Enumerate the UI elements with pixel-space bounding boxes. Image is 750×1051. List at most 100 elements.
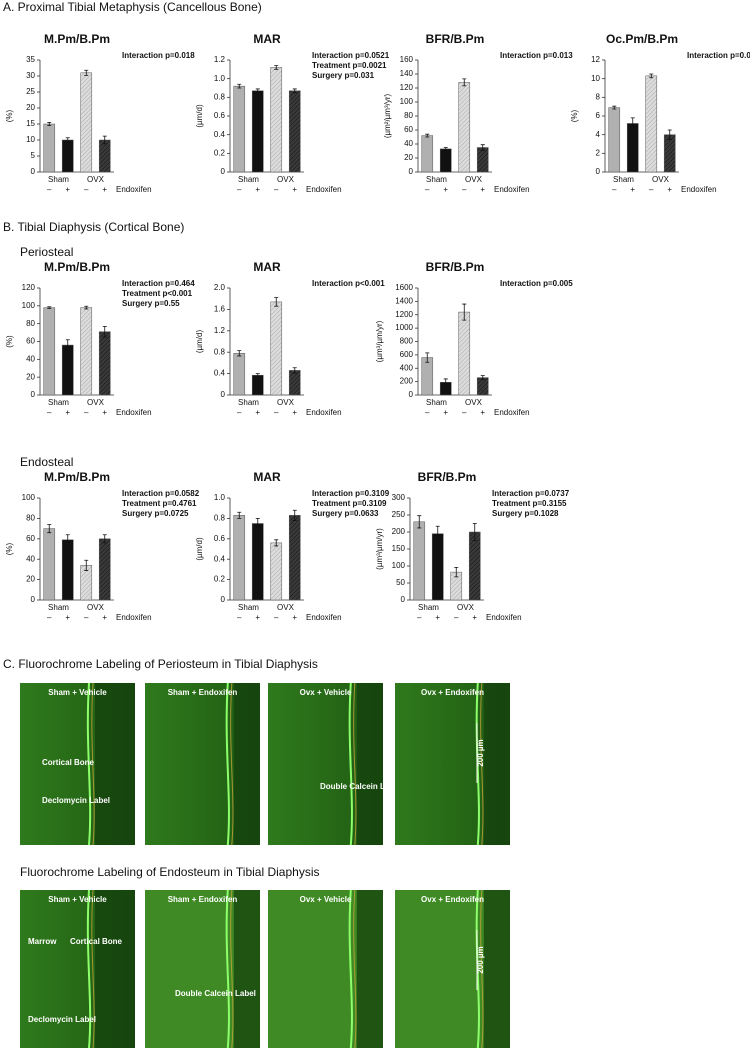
treatment-label: Endoxifen	[494, 185, 530, 194]
y-tick-label: 6	[596, 111, 601, 120]
group-label: Sham	[48, 398, 69, 407]
x-tick-label: –	[417, 613, 422, 622]
stat-annotation: Interaction p=0.018	[687, 51, 750, 60]
y-tick-label: 80	[26, 514, 35, 523]
chart-title: MAR	[253, 32, 281, 46]
y-tick-label: 10	[591, 74, 600, 83]
chart-title: Oc.Pm/B.Pm	[606, 32, 678, 46]
treatment-label: Endoxifen	[306, 185, 342, 194]
scale-label: 200 µm	[476, 739, 485, 766]
y-axis-label: (%)	[5, 109, 14, 122]
treatment-label: Endoxifen	[681, 185, 717, 194]
heading: C. Fluorochrome Labeling of Periosteum i…	[3, 657, 318, 671]
y-tick-label: 140	[400, 69, 414, 78]
y-tick-label: 400	[400, 363, 414, 372]
fluorescent-label	[230, 889, 234, 1049]
stat-annotation: Interaction p=0.0582	[122, 489, 200, 498]
error-bar	[84, 559, 89, 571]
micrograph-note: Cortical Bone	[42, 758, 95, 767]
group-label: OVX	[465, 175, 483, 184]
stat-annotation: Surgery p=0.55	[122, 299, 180, 308]
group-label: Sham	[613, 175, 634, 184]
x-tick-label: –	[84, 408, 89, 417]
y-tick-label: 100	[400, 97, 414, 106]
stat-annotation: Treatment p<0.001	[122, 289, 193, 298]
y-tick-label: 2.0	[214, 283, 226, 292]
y-tick-label: 1.6	[214, 305, 226, 314]
x-tick-label: +	[255, 185, 260, 194]
fluorescent-label	[480, 682, 484, 846]
stat-annotation: Interaction p<0.001	[312, 279, 385, 288]
bar	[61, 139, 74, 173]
y-tick-label: 4	[596, 130, 601, 139]
y-tick-label: 60	[26, 337, 35, 346]
y-tick-label: 0	[221, 390, 226, 399]
error-bar	[425, 133, 430, 138]
fluorescent-label	[475, 682, 480, 846]
y-tick-label: 25	[26, 87, 35, 96]
x-tick-label: –	[612, 185, 617, 194]
y-tick-label: 0	[31, 390, 36, 399]
y-tick-label: 800	[400, 337, 414, 346]
fluorescent-label	[225, 682, 230, 846]
chart-title: M.Pm/B.Pm	[44, 260, 110, 274]
y-axis-label: (µm²/µm³/yr)	[383, 94, 392, 139]
y-tick-label: 80	[26, 319, 35, 328]
y-tick-label: 1200	[395, 310, 413, 319]
error-bar	[274, 297, 279, 307]
group-label: Sham	[48, 603, 69, 612]
error-bar	[84, 69, 89, 76]
bar	[608, 107, 621, 173]
bar	[251, 523, 264, 601]
y-tick-label: 20	[26, 103, 35, 112]
x-tick-label: –	[237, 408, 242, 417]
bar	[468, 531, 481, 601]
y-tick-label: 150	[392, 544, 406, 553]
bar	[288, 370, 301, 396]
y-tick-label: 0.8	[214, 514, 226, 523]
group-label: OVX	[87, 175, 105, 184]
error-bar	[274, 539, 279, 547]
y-tick-label: 1000	[395, 323, 413, 332]
bar	[233, 515, 246, 601]
fluorescent-label	[91, 682, 95, 846]
x-tick-label: –	[425, 408, 430, 417]
error-bar	[255, 373, 260, 378]
y-tick-label: 100	[392, 561, 406, 570]
x-tick-label: +	[480, 185, 485, 194]
bar	[43, 307, 56, 396]
x-tick-label: –	[462, 185, 467, 194]
bar	[421, 135, 434, 173]
error-bar	[292, 509, 297, 521]
periosteal-region	[95, 683, 135, 845]
stat-annotation: Interaction p=0.0521	[312, 51, 390, 60]
error-bar	[292, 88, 297, 94]
group-label: Sham	[238, 398, 259, 407]
micrograph-note: Marrow	[28, 937, 57, 946]
group-label: OVX	[465, 398, 483, 407]
x-tick-label: +	[102, 185, 107, 194]
y-tick-label: 600	[400, 350, 414, 359]
micrograph-note: Double Calcein Label	[320, 782, 401, 791]
y-axis-label: (µm/d)	[195, 330, 204, 354]
micrograph-label: Ovx + Endoxifen	[421, 895, 484, 904]
error-bar	[47, 122, 52, 126]
stat-annotation: Treatment p=0.4761	[122, 499, 197, 508]
y-tick-label: 0	[409, 167, 414, 176]
micrograph-label: Sham + Vehicle	[48, 895, 107, 904]
error-bar	[630, 117, 635, 130]
bar	[439, 148, 452, 173]
x-tick-label: +	[65, 408, 70, 417]
stat-annotation: Interaction p=0.464	[122, 279, 195, 288]
group-label: OVX	[457, 603, 475, 612]
y-tick-label: 1.2	[214, 55, 226, 64]
treatment-label: Endoxifen	[494, 408, 530, 417]
y-tick-label: 20	[404, 153, 413, 162]
x-tick-label: +	[102, 613, 107, 622]
periosteal-region	[483, 890, 510, 1048]
x-tick-label: +	[667, 185, 672, 194]
error-bar	[480, 375, 485, 381]
heading: B. Tibial Diaphysis (Cortical Bone)	[3, 220, 184, 234]
error-bar	[47, 524, 52, 534]
bar	[43, 123, 56, 173]
